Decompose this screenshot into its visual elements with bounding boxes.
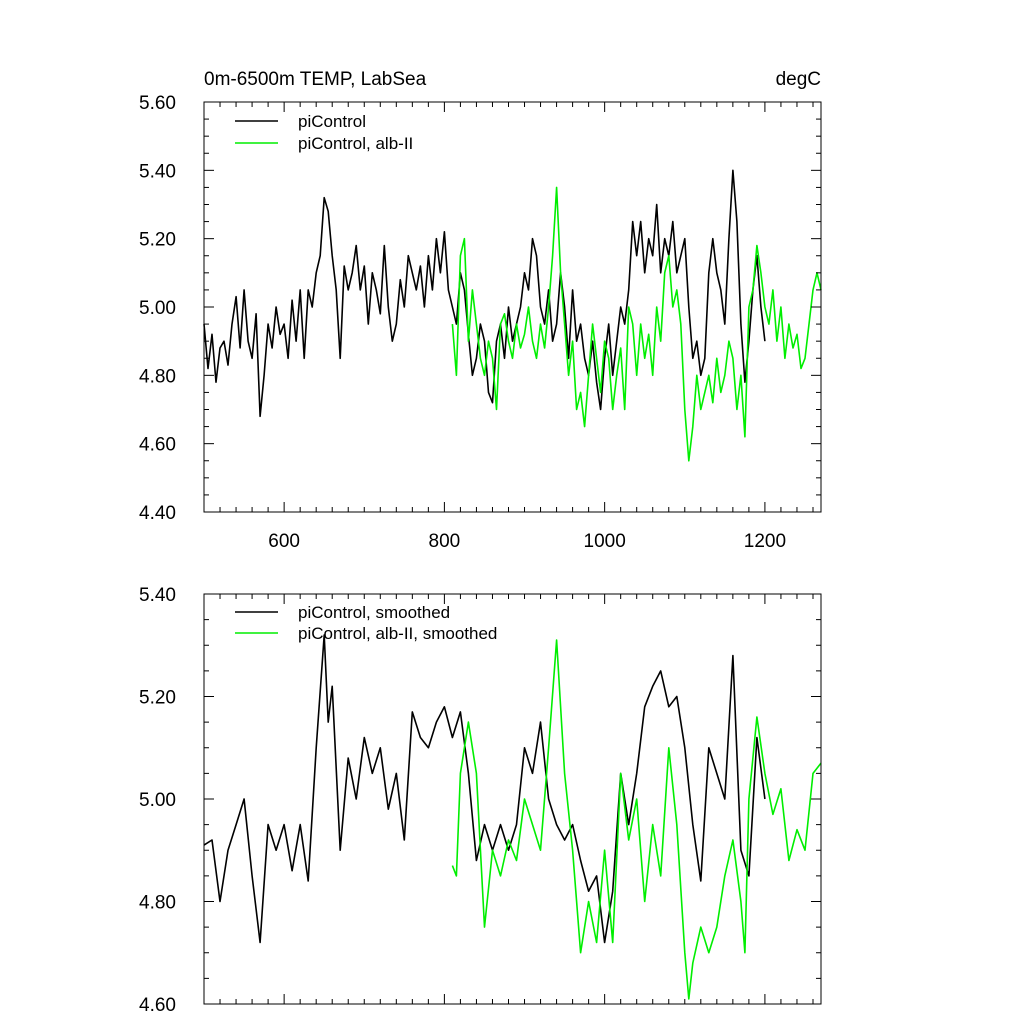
plot-frame-panel-1 (203, 101, 822, 513)
y-tick-label: 5.40 (139, 585, 176, 606)
legend-label-alb-ii-smoothed: piControl, alb-II, smoothed (298, 624, 497, 643)
plot-frame-panel-2 (203, 593, 822, 1005)
y-tick-label: 5.20 (139, 230, 176, 251)
series-line-alb-ii-panel-1 (451, 186, 822, 462)
y-tick-label: 4.60 (139, 435, 176, 456)
y-tick-label: 4.60 (139, 995, 176, 1016)
y-tick-label: 4.80 (139, 366, 176, 387)
legend-label-alb-ii: piControl, alb-II (298, 134, 413, 153)
x-tick-label: 1000 (584, 531, 626, 552)
chart-title-units: degC (776, 69, 821, 90)
x-tick-label: 800 (429, 531, 461, 552)
series-line-picontrol-panel-1 (203, 169, 766, 418)
x-tick-label: 1200 (744, 531, 786, 552)
y-tick-label: 4.40 (139, 503, 176, 524)
y-tick-label: 5.40 (139, 161, 176, 182)
top-legend: piControl piControl, alb-II (235, 112, 413, 153)
bottom-legend: piControl, smoothed piControl, alb-II, s… (235, 603, 497, 643)
x-tick-label: 600 (268, 531, 300, 552)
y-tick-label: 5.20 (139, 688, 176, 709)
panel-1: 600 800 1000 1200 4.40 4.60 4.80 5.00 5.20 5.40 5.… (139, 93, 822, 552)
series-line-alb-ii-panel-2 (451, 639, 822, 1000)
y-tick-label: 5.00 (139, 790, 176, 811)
chart-title-left: 0m-6500m TEMP, LabSea (204, 69, 427, 90)
y-tick-label: 4.80 (139, 893, 176, 914)
legend-label-picontrol-smoothed: piControl, smoothed (298, 603, 450, 622)
panel-2: 4.60 4.80 5.00 5.20 5.40 (139, 585, 822, 1016)
legend-label-picontrol: piControl (298, 112, 366, 131)
y-tick-label: 5.00 (139, 298, 176, 319)
y-tick-label: 5.60 (139, 93, 176, 114)
